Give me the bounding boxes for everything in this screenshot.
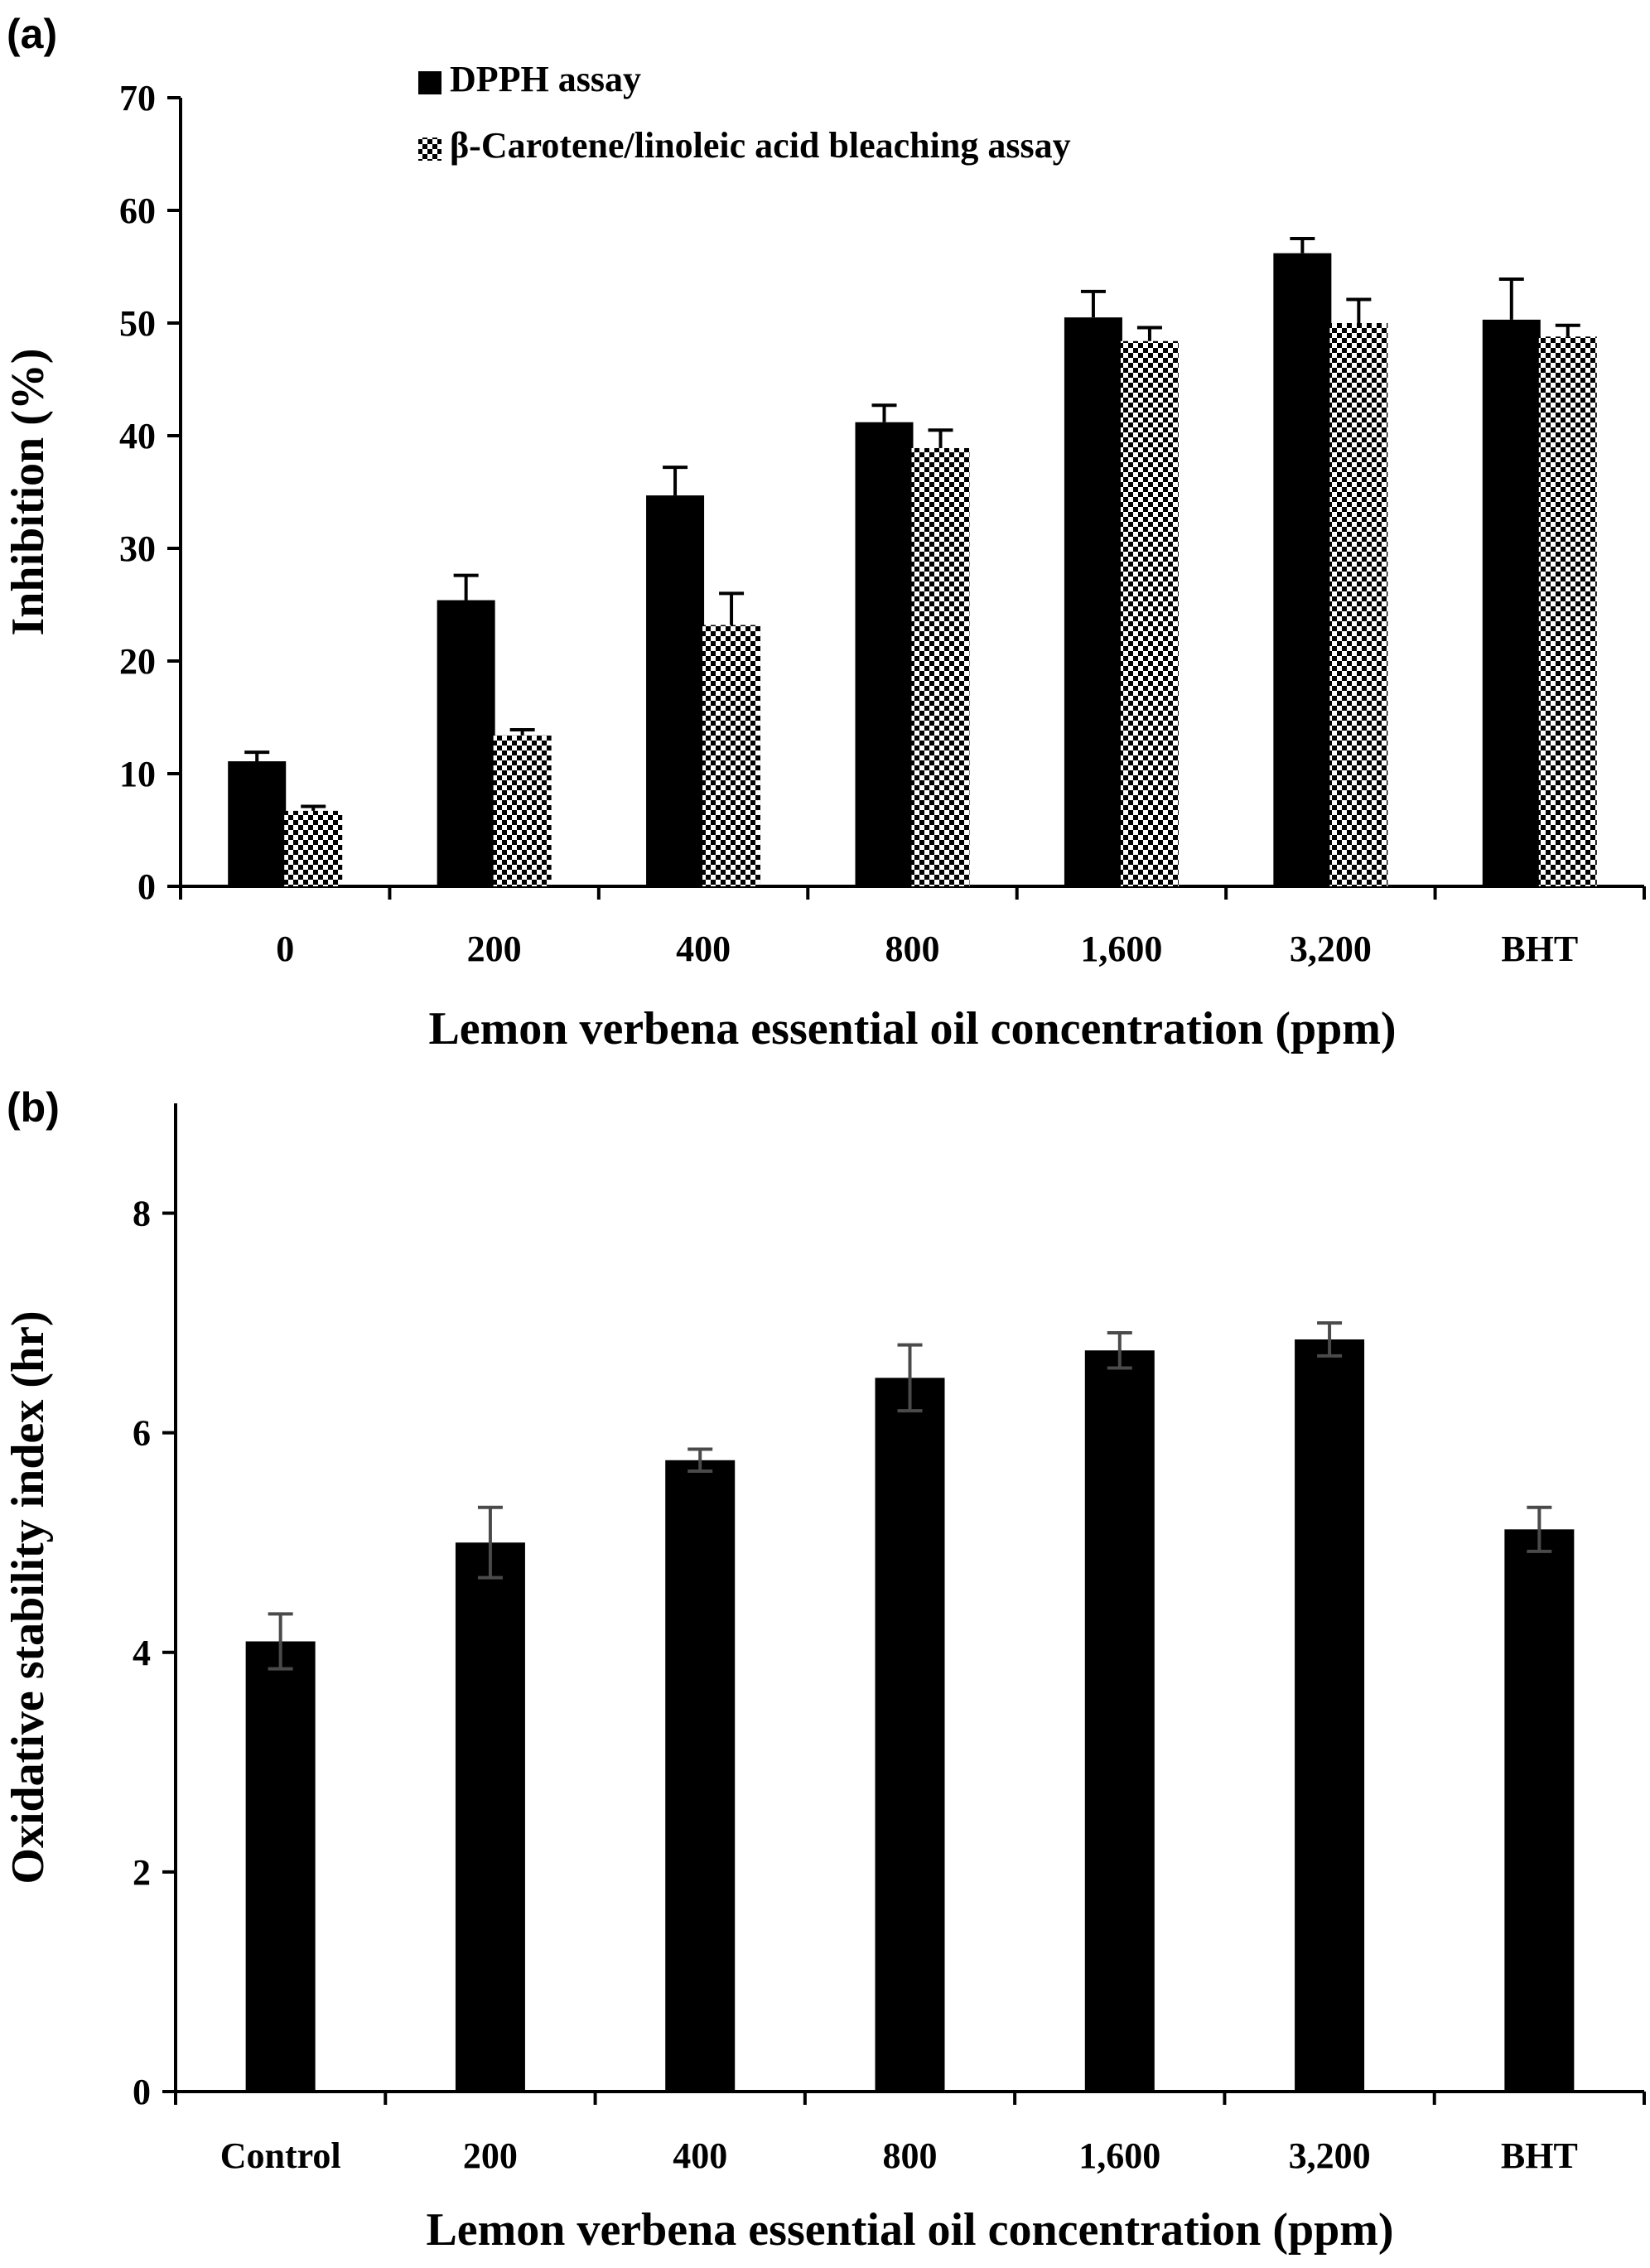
bar — [437, 600, 495, 886]
legend-swatch — [418, 71, 441, 94]
bar — [284, 810, 343, 886]
x-tick-label: BHT — [1501, 929, 1578, 969]
bar — [1084, 1350, 1155, 2092]
y-tick-label: 0 — [133, 2072, 151, 2112]
y-tick-label: 0 — [138, 866, 156, 907]
x-tick-label: BHT — [1501, 2135, 1578, 2176]
bar — [228, 761, 287, 886]
bar — [702, 625, 761, 886]
bar — [493, 735, 552, 886]
bar — [455, 1542, 525, 2092]
y-axis-title: Oxidative stability index (hr) — [2, 1310, 54, 1884]
y-tick-label: 60 — [119, 191, 156, 231]
y-tick-label: 30 — [119, 528, 156, 569]
x-tick-label: 3,200 — [1289, 2135, 1371, 2176]
x-tick-label: 400 — [676, 929, 731, 969]
x-tick-label: 400 — [673, 2135, 727, 2176]
chart-panel-0: (a) 0 10 20 30 40 50 60 70 0 200 400 800 1,600 3,200 BH… — [2, 11, 1646, 1054]
y-tick-label: 6 — [133, 1413, 151, 1454]
y-tick-label: 8 — [133, 1194, 151, 1234]
x-tick-label: 1,600 — [1080, 929, 1162, 969]
y-axis-title: Inhibition (%) — [2, 349, 54, 636]
bar — [1295, 1339, 1365, 2092]
bar — [1273, 253, 1332, 886]
y-tick-label: 70 — [119, 78, 156, 118]
y-tick-label: 20 — [119, 641, 156, 682]
x-tick-label: 800 — [885, 929, 940, 969]
legend-swatch — [418, 138, 441, 161]
x-tick-label: 200 — [467, 929, 522, 969]
bar — [1120, 340, 1179, 886]
bar — [1329, 323, 1388, 886]
x-tick-label: Control — [220, 2135, 341, 2176]
bar — [646, 495, 705, 886]
bar — [1482, 319, 1541, 886]
panel-label: (a) — [7, 11, 57, 57]
y-tick-label: 4 — [133, 1633, 151, 1673]
x-tick-label: 800 — [883, 2135, 938, 2176]
bar — [665, 1460, 736, 2092]
bar — [875, 1378, 945, 2092]
bar — [1538, 336, 1597, 886]
y-tick-label: 40 — [119, 416, 156, 456]
x-tick-label: 3,200 — [1290, 929, 1372, 969]
legend-entry: β-Carotene/linoleic acid bleaching assay — [450, 125, 1071, 166]
x-axis-title: Lemon verbena essential oil concentratio… — [428, 1003, 1396, 1054]
bar — [1504, 1529, 1575, 2092]
x-tick-label: 200 — [463, 2135, 518, 2176]
bar — [1064, 317, 1122, 886]
y-tick-label: 10 — [119, 754, 156, 794]
chart-panel-1: (b) 0 2 4 6 8 Control 200 400 800 1,600 3,200 BHT Lem… — [2, 1084, 1646, 2256]
bar — [855, 422, 914, 886]
x-axis-title: Lemon verbena essential oil concentratio… — [426, 2204, 1393, 2256]
bar — [245, 1641, 316, 2092]
x-tick-label: 1,600 — [1078, 2135, 1160, 2176]
x-tick-label: 0 — [276, 929, 294, 969]
y-tick-label: 2 — [133, 1852, 151, 1893]
bar — [911, 447, 970, 886]
panel-label: (b) — [7, 1084, 60, 1131]
legend-entry: DPPH assay — [450, 59, 641, 99]
y-tick-label: 50 — [119, 303, 156, 344]
